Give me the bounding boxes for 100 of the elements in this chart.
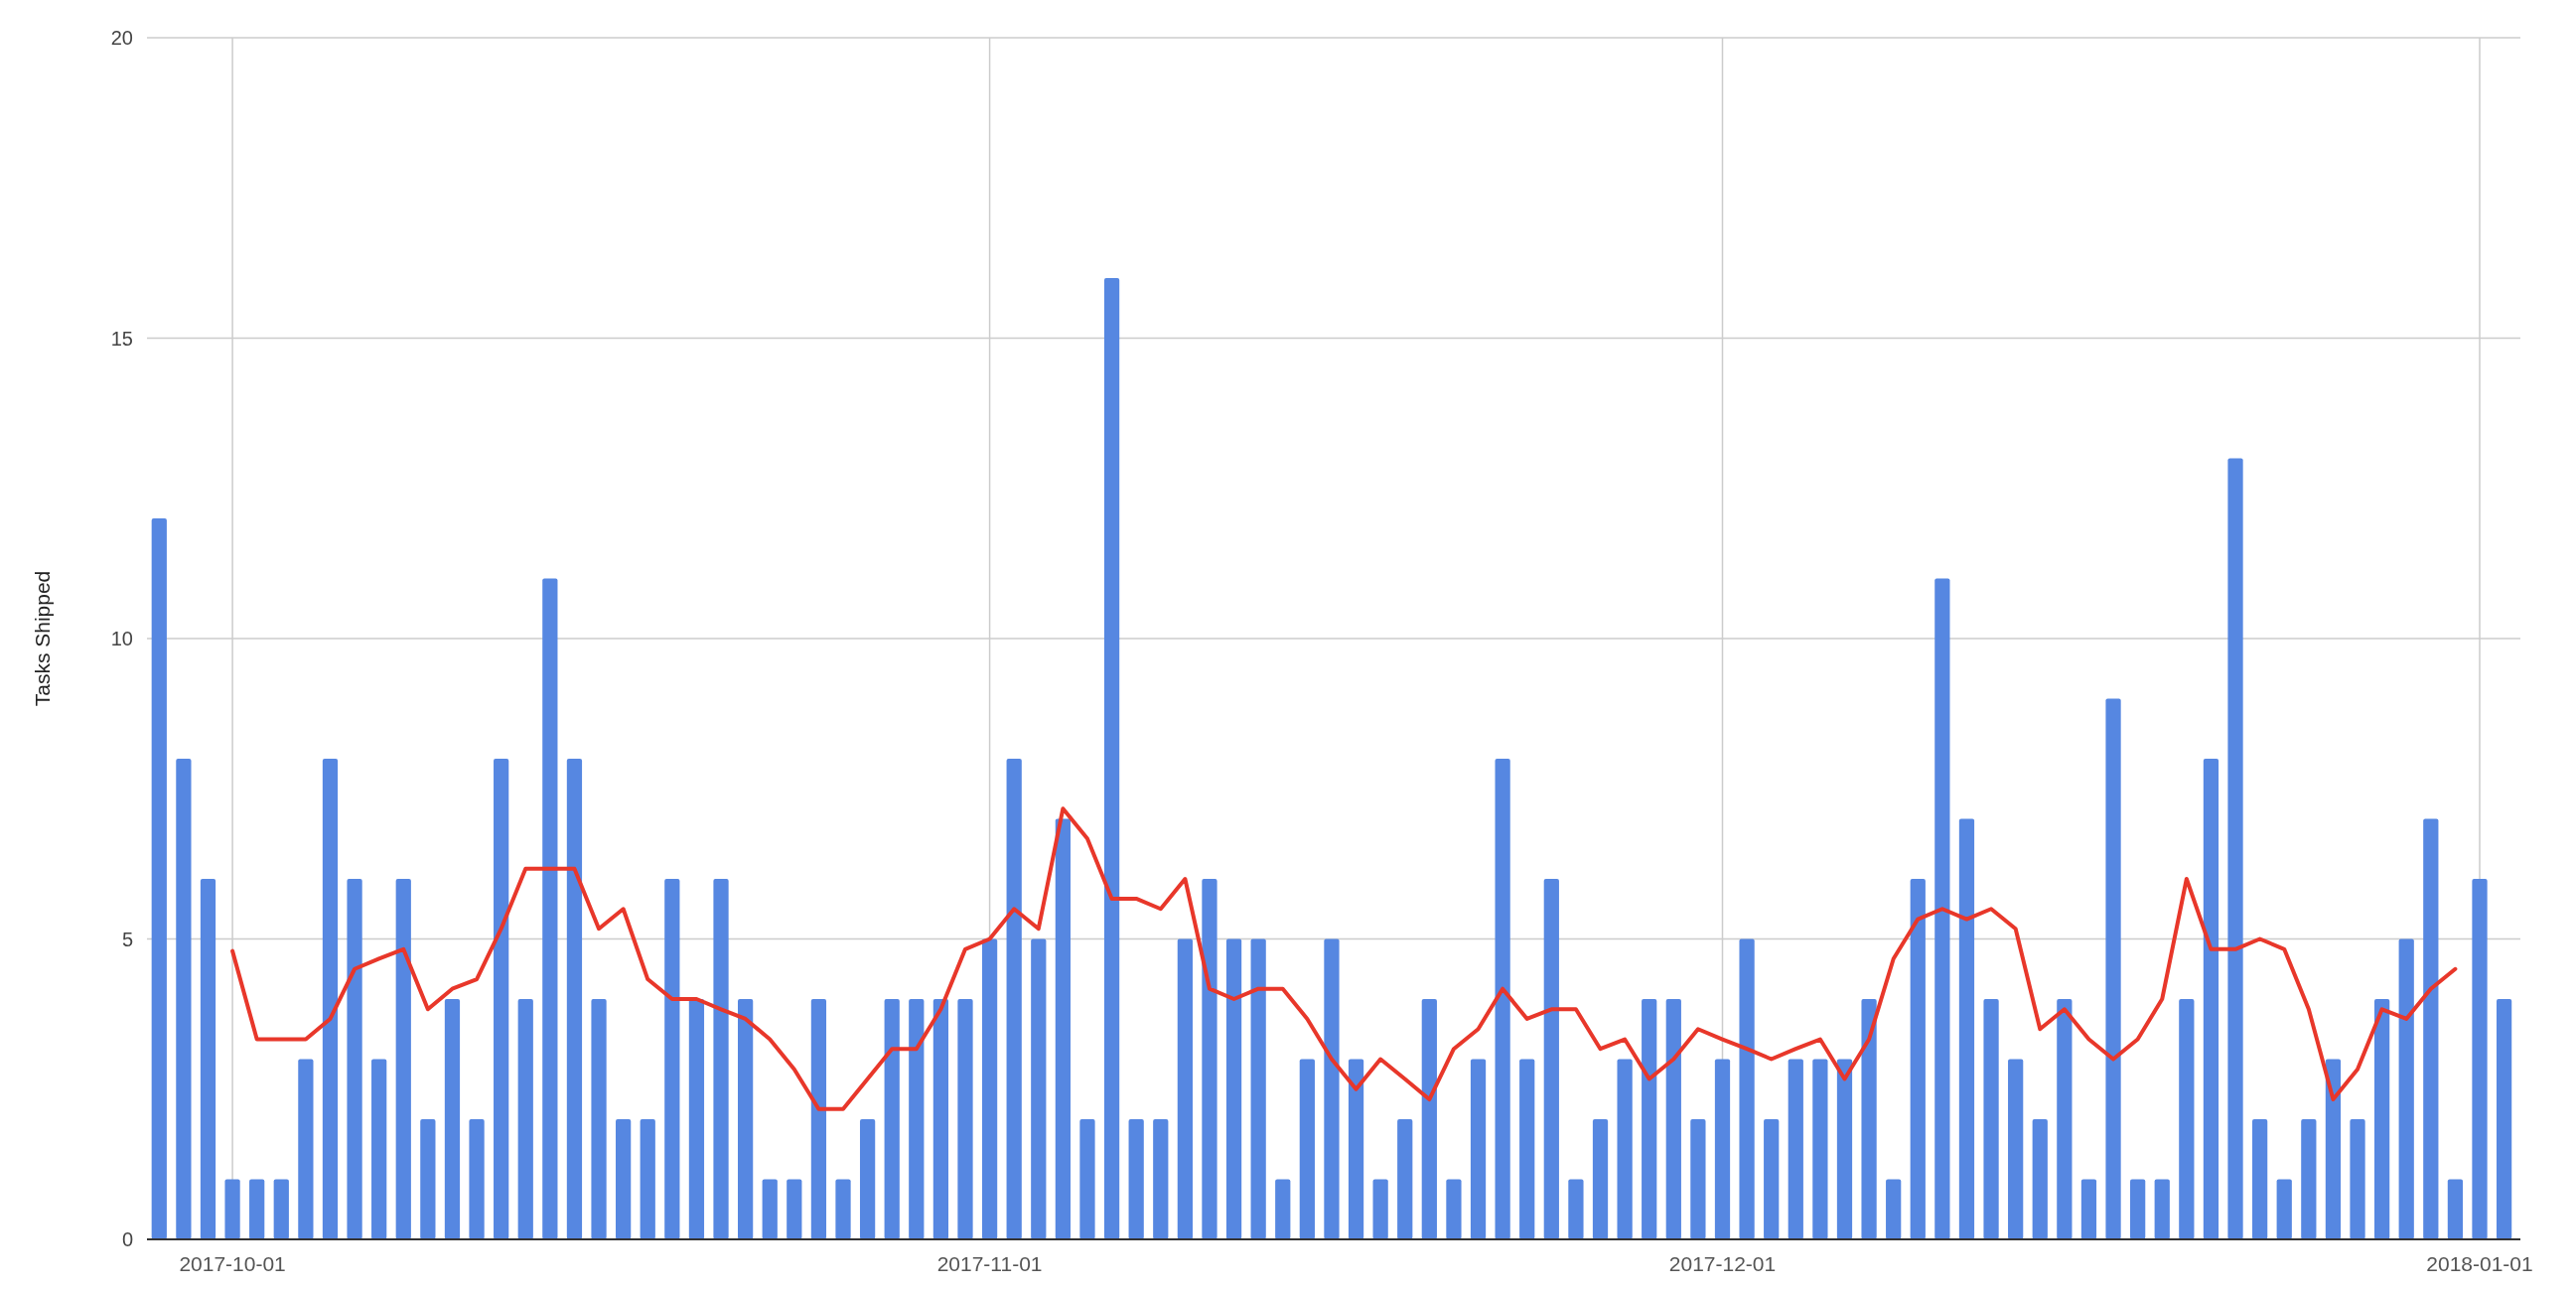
bar [2105, 698, 2121, 1239]
bar [2179, 999, 2195, 1239]
bar [444, 999, 461, 1239]
bar [1543, 879, 1559, 1239]
bar [200, 879, 216, 1239]
bar [1910, 879, 1926, 1239]
bar [1031, 938, 1047, 1239]
bar [517, 999, 533, 1239]
bar [1714, 1059, 1731, 1239]
bar [469, 1119, 485, 1239]
bar [2496, 999, 2512, 1239]
bar [1299, 1059, 1315, 1239]
bar [2130, 1179, 2146, 1239]
bar [909, 999, 925, 1239]
bar [151, 518, 167, 1239]
bar [1764, 1119, 1780, 1239]
bar [957, 999, 973, 1239]
bar [1983, 999, 1999, 1239]
bar [224, 1179, 240, 1239]
bar [273, 1179, 289, 1239]
y-tick-label: 20 [110, 27, 133, 49]
bar [1397, 1119, 1413, 1239]
bar [566, 759, 583, 1239]
bar [2276, 1179, 2292, 1239]
bar [249, 1179, 265, 1239]
bar [1446, 1179, 1462, 1239]
bar [1177, 938, 1193, 1239]
bar [1861, 999, 1877, 1239]
bar [494, 759, 509, 1239]
bar [1225, 938, 1242, 1239]
bar [2423, 818, 2439, 1239]
bar [1202, 879, 1217, 1239]
bar [1103, 278, 1120, 1239]
bar [640, 1119, 655, 1239]
bar [2227, 458, 2243, 1239]
bar [2080, 1179, 2097, 1239]
bar [1934, 578, 1950, 1239]
bar [884, 999, 900, 1239]
bar [713, 879, 729, 1239]
bar [2032, 1119, 2048, 1239]
bar [835, 1179, 851, 1239]
bar [1348, 1059, 1364, 1239]
bar [616, 1119, 632, 1239]
bar [1006, 759, 1022, 1239]
bar [981, 938, 998, 1239]
bar [1519, 1059, 1535, 1239]
bar [395, 879, 411, 1239]
bar [2325, 1059, 2342, 1239]
bar [1739, 938, 1755, 1239]
bar [1592, 1119, 1609, 1239]
bar [1886, 1179, 1902, 1239]
bar [810, 999, 827, 1239]
y-tick-label: 10 [110, 628, 133, 649]
bar [2008, 1059, 2024, 1239]
bar [298, 1059, 314, 1239]
bar [1372, 1179, 1388, 1239]
bar [1153, 1119, 1169, 1239]
bar [1788, 1059, 1803, 1239]
bar [2252, 1119, 2268, 1239]
bar [1275, 1179, 1291, 1239]
bar [1128, 1119, 1144, 1239]
bar [932, 999, 949, 1239]
bar [1642, 999, 1657, 1239]
bar [2373, 999, 2390, 1239]
x-tick-label: 2018-01-01 [2426, 1252, 2533, 1275]
bar [2057, 999, 2073, 1239]
bar [1665, 999, 1681, 1239]
bar [1958, 818, 1975, 1239]
bar [2350, 1119, 2365, 1239]
bar [2203, 759, 2219, 1239]
bar [1568, 1179, 1584, 1239]
bar [1470, 1059, 1487, 1239]
y-axis-title: Tasks Shipped [31, 570, 54, 707]
bar [2154, 1179, 2170, 1239]
y-tick-label: 0 [121, 1228, 133, 1250]
bar [738, 999, 754, 1239]
bar [1495, 759, 1510, 1239]
bar [664, 879, 680, 1239]
x-tick-label: 2017-10-01 [179, 1252, 286, 1275]
bar [1617, 1059, 1633, 1239]
bar [2398, 938, 2414, 1239]
x-tick-label: 2017-12-01 [1668, 1252, 1777, 1275]
y-tick-label: 5 [121, 928, 133, 950]
bar [1079, 1119, 1095, 1239]
bar [1055, 818, 1072, 1239]
bar [2447, 1179, 2464, 1239]
bar [2472, 879, 2488, 1239]
bar [347, 879, 362, 1239]
bar [688, 999, 705, 1239]
x-tick-label: 2017-11-01 [936, 1252, 1043, 1275]
bar [176, 759, 192, 1239]
line-series [230, 806, 2458, 1111]
bar [1812, 1059, 1828, 1239]
bar [1324, 938, 1340, 1239]
bar [1836, 1059, 1853, 1239]
bar [859, 1119, 876, 1239]
bar [787, 1179, 802, 1239]
bar [371, 1059, 387, 1239]
bar [542, 578, 558, 1239]
bar [1690, 1119, 1706, 1239]
